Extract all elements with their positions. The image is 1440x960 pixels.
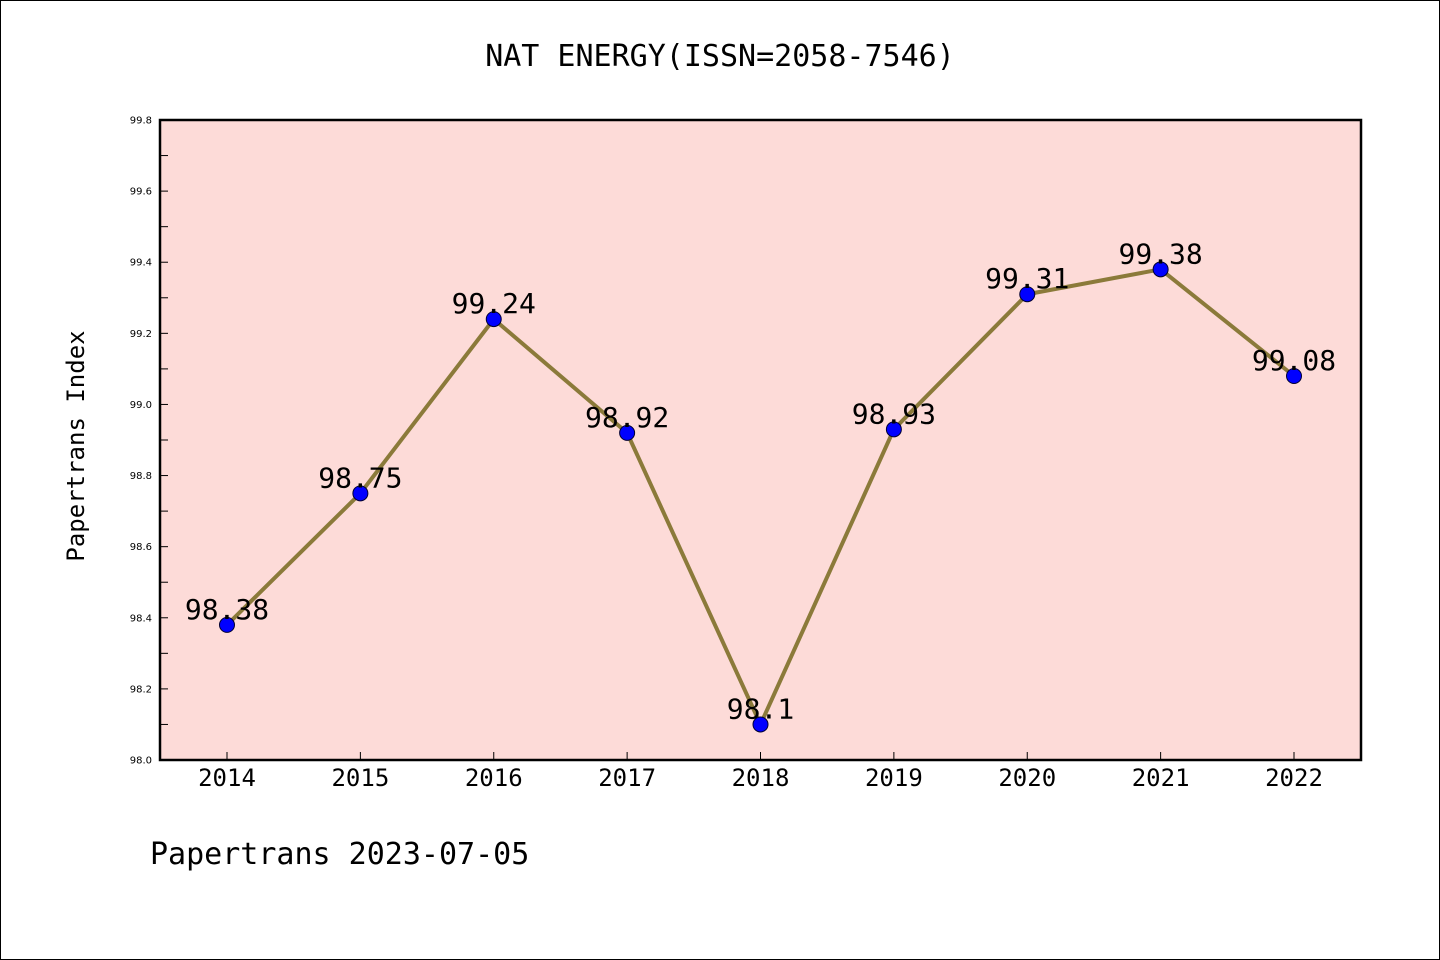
data-label: 99.31	[985, 262, 1069, 295]
data-point	[1286, 368, 1302, 384]
y-tick-label: 99.8	[130, 116, 152, 127]
y-tick-label: 99.2	[130, 329, 152, 340]
y-tick-label: 99.0	[130, 400, 152, 411]
data-point	[1152, 261, 1169, 278]
data-point	[485, 311, 502, 328]
data-label: 98.38	[185, 593, 269, 626]
data-label: 99.24	[452, 287, 536, 320]
y-tick-label: 99.4	[130, 258, 152, 269]
data-point	[885, 421, 902, 438]
y-tick-label: 98.2	[130, 684, 152, 695]
y-axis: 98.0 98.2 98.4 98.6 98.8 99.0 99.2 99.4 99.6 99.8	[130, 116, 168, 767]
x-tick-label: 2019	[865, 764, 923, 792]
data-markers	[219, 261, 1302, 733]
x-tick-label: 2015	[331, 764, 389, 792]
data-point	[619, 424, 636, 441]
chart-title: NAT ENERGY(ISSN=2058-7546)	[485, 39, 955, 74]
plot-border	[158, 118, 1363, 762]
x-tick-label: 2018	[732, 764, 790, 792]
data-label: 98.1	[727, 692, 794, 725]
x-tick-label: 2022	[1265, 764, 1323, 792]
data-point	[752, 716, 769, 733]
y-tick-label: 98.0	[130, 756, 152, 767]
footer-credit: Papertrans 2023-07-05	[150, 837, 529, 872]
data-label: 99.08	[1252, 344, 1336, 377]
x-tick-label: 2017	[598, 764, 656, 792]
x-tick-label: 2020	[998, 764, 1056, 792]
y-tick-label: 99.6	[130, 187, 152, 198]
y-axis-label: Papertrans Index	[62, 330, 90, 561]
data-point	[219, 616, 235, 633]
data-label: 98.92	[585, 401, 669, 434]
data-label: 99.38	[1118, 237, 1202, 270]
y-tick-label: 98.8	[130, 471, 152, 482]
x-tick-label: 2016	[465, 764, 523, 792]
x-tick-label: 2014	[198, 764, 256, 792]
y-tick-label: 98.6	[130, 542, 152, 553]
plot-area	[160, 120, 1361, 760]
x-tick-label: 2021	[1132, 764, 1190, 792]
data-label: 98.75	[318, 461, 402, 494]
data-point	[352, 485, 369, 502]
data-point	[1019, 286, 1036, 303]
x-axis: 2014 2015 2016 2017 2018 2019 2020 2021 2022	[198, 752, 1323, 792]
data-label: 98.93	[852, 397, 936, 430]
data-labels: 98.38 98.75 99.24 98.92 98.1 98.93 99.31 99.38 9…	[185, 237, 1336, 725]
y-tick-label: 98.4	[130, 613, 152, 624]
